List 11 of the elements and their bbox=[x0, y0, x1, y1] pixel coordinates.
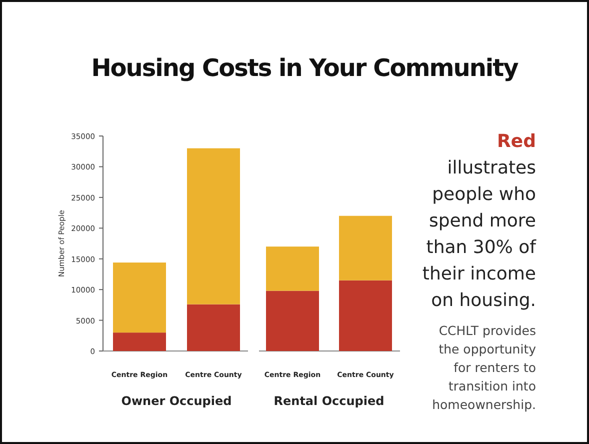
text: CCHLT provides the opportunity for renters to transition into homeownership. bbox=[432, 323, 537, 412]
chart-title: Housing Costs in Your Community bbox=[91, 54, 520, 82]
text: Rental Occupied bbox=[274, 394, 384, 408]
bar bbox=[113, 332, 166, 351]
bar bbox=[339, 216, 392, 280]
bar bbox=[113, 262, 166, 333]
bar bbox=[339, 280, 392, 351]
bar bbox=[187, 304, 240, 351]
text: Red illustrates people who spend more than 30% of their income on housing. bbox=[422, 131, 537, 311]
bar bbox=[187, 148, 240, 304]
text: Owner Occupied bbox=[121, 394, 232, 408]
